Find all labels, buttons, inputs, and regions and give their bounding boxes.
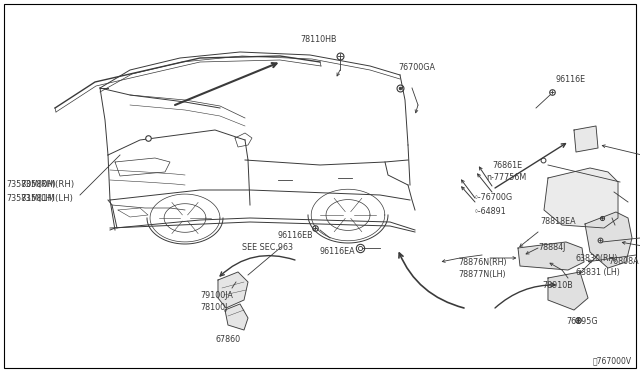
Text: 78110HB: 78110HB [300,35,337,45]
Text: 63830(RH): 63830(RH) [576,253,618,263]
Text: 78910B: 78910B [542,280,573,289]
Polygon shape [574,126,598,152]
Text: ◦-76700G: ◦-76700G [474,193,513,202]
Text: 78100J: 78100J [200,304,227,312]
Text: 78818EA: 78818EA [540,218,575,227]
Text: 73581M(LH): 73581M(LH) [20,193,73,202]
Polygon shape [585,212,632,268]
Text: 〈767000V: 〈767000V [593,356,632,365]
Text: 73581M(LH): 73581M(LH) [6,193,54,202]
Text: ◦-64891: ◦-64891 [474,208,507,217]
Text: 76861E: 76861E [492,160,522,170]
Text: 96116EA: 96116EA [320,247,356,257]
Text: 96116E: 96116E [555,76,585,84]
Text: 63831 (LH): 63831 (LH) [576,267,620,276]
Polygon shape [225,304,248,330]
Text: 79100JA: 79100JA [200,291,233,299]
Polygon shape [544,168,618,228]
Text: 78884J: 78884J [538,244,565,253]
Text: 76700GA: 76700GA [398,64,435,73]
Text: n-77756M: n-77756M [486,173,526,183]
Text: 76808A: 76808A [608,257,639,266]
Text: 73580M(RH): 73580M(RH) [20,180,74,189]
Text: 96116EB: 96116EB [278,231,314,240]
Text: 78877N(LH): 78877N(LH) [458,270,506,279]
Polygon shape [548,272,588,310]
Text: 67860: 67860 [216,336,241,344]
Text: SEE SEC.963: SEE SEC.963 [242,244,293,253]
Polygon shape [218,272,248,308]
Text: 73580M(RH): 73580M(RH) [6,180,56,189]
Text: 78876N(RH): 78876N(RH) [458,257,507,266]
Text: 76895G: 76895G [566,317,598,327]
Polygon shape [518,242,584,270]
